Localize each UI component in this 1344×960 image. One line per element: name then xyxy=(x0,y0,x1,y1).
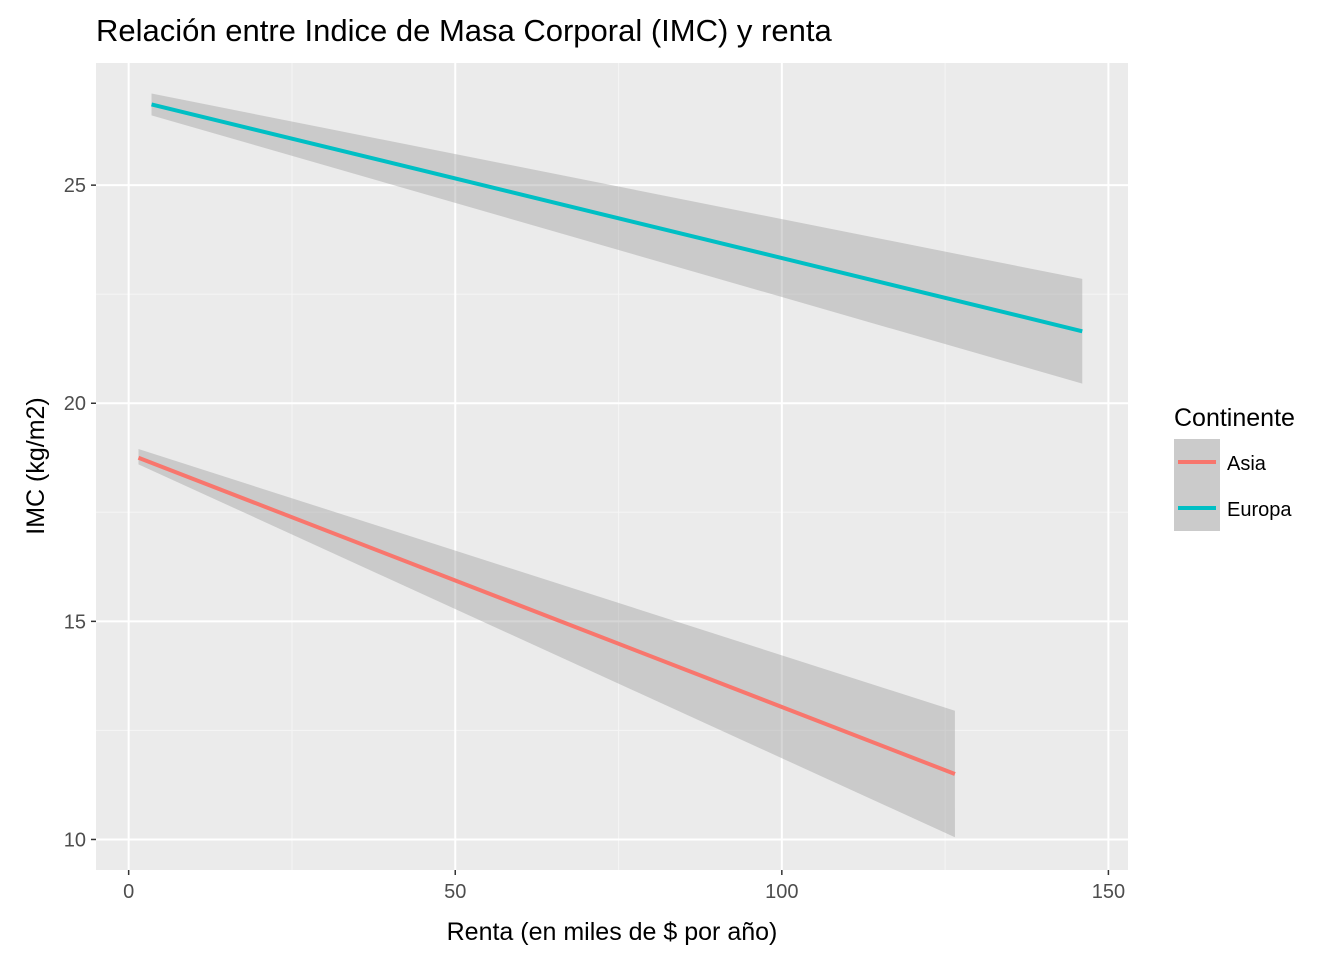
x-tick-label: 100 xyxy=(765,881,798,903)
series-lines xyxy=(137,102,1083,776)
y-axis-title: IMC (kg/m2) xyxy=(22,397,50,535)
chart-title: Relación entre Indice de Masa Corporal (… xyxy=(96,13,832,48)
grid-minor xyxy=(96,63,1128,870)
grid-major xyxy=(96,63,1128,870)
x-axis: 0 50 100 150 xyxy=(123,870,1125,903)
confidence-band-europa xyxy=(151,93,1083,384)
confidence-bands xyxy=(138,93,1083,838)
x-tick-label: 50 xyxy=(444,881,466,903)
y-tick-label: 20 xyxy=(64,393,86,415)
y-tick-label: 10 xyxy=(64,829,86,851)
x-tick-label: 0 xyxy=(123,881,134,903)
x-tick-label: 150 xyxy=(1092,881,1125,903)
plot-panel xyxy=(96,63,1128,870)
legend: Continente Asia Europa xyxy=(1174,404,1295,531)
series-line-asia xyxy=(137,455,956,776)
legend-label-europa: Europa xyxy=(1227,499,1292,521)
y-tick-label: 15 xyxy=(64,611,86,633)
series-line-europa xyxy=(151,102,1083,334)
confidence-band-asia xyxy=(138,449,955,838)
y-tick-label: 25 xyxy=(64,175,86,197)
y-axis: 10 15 20 25 xyxy=(64,175,96,851)
x-axis-title: Renta (en miles de $ por año) xyxy=(447,918,778,946)
legend-title: Continente xyxy=(1174,404,1295,432)
legend-item-europa: Europa xyxy=(1174,485,1292,531)
legend-item-asia: Asia xyxy=(1174,439,1267,485)
legend-label-asia: Asia xyxy=(1227,453,1267,475)
